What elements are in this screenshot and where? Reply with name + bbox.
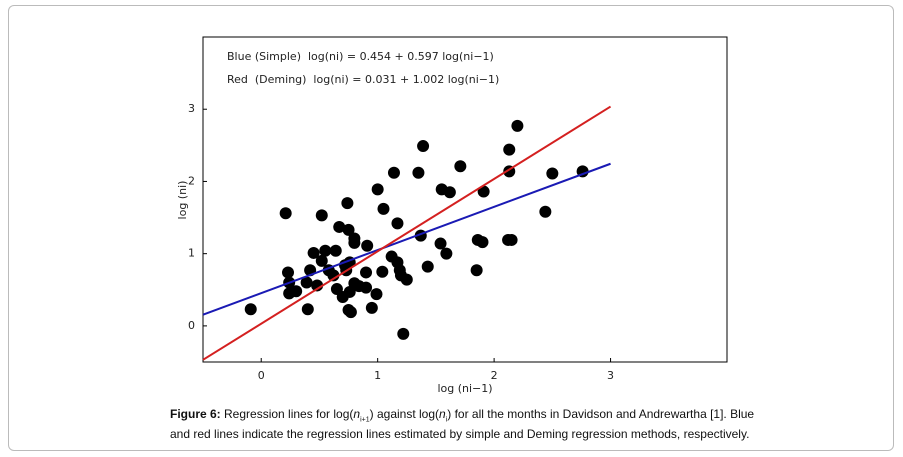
annotation: Red (Deming) log(ni) = 0.031 + 1.002 log… [227, 73, 499, 86]
point [290, 285, 303, 298]
point [279, 207, 292, 220]
point [477, 185, 490, 198]
point [342, 223, 355, 236]
point [400, 273, 413, 286]
x-tick-label: 3 [607, 369, 614, 382]
chart: Blue (Simple) log(ni) = 0.454 + 0.597 lo… [176, 36, 728, 395]
point [329, 244, 342, 257]
point [341, 197, 354, 210]
point [443, 186, 456, 199]
point [397, 327, 410, 340]
y-tick-label: 0 [188, 319, 195, 332]
point [440, 247, 453, 260]
point [360, 281, 373, 294]
point [412, 166, 425, 179]
y-tick-label: 2 [188, 174, 195, 187]
caption-sub: i [445, 416, 448, 424]
regression-line [202, 162, 611, 316]
caption-var: n [353, 407, 361, 421]
point [348, 236, 361, 249]
point [307, 246, 320, 259]
point [244, 303, 257, 316]
point [539, 205, 552, 218]
point [391, 217, 404, 230]
point [376, 265, 389, 278]
y-tick-label: 1 [188, 247, 195, 260]
caption-var: n [439, 407, 446, 421]
point [282, 266, 295, 279]
figure-frame [8, 5, 894, 451]
caption-sub: i+1 [360, 416, 370, 424]
point [333, 220, 346, 233]
point [370, 288, 383, 301]
caption-text: Regression lines for log( [220, 407, 354, 421]
x-tick-label: 1 [374, 369, 381, 382]
point [361, 239, 374, 252]
point [387, 166, 400, 179]
point [371, 183, 384, 196]
point [315, 209, 328, 222]
point [511, 119, 524, 132]
caption-text: ) for all the months in Davidson and And… [170, 407, 755, 442]
x-tick-label: 0 [258, 369, 265, 382]
point [454, 160, 467, 173]
point [476, 236, 489, 249]
caption-label: Figure 6: [170, 407, 221, 421]
point [311, 279, 324, 292]
point [421, 260, 434, 273]
x-tick-label: 2 [491, 369, 498, 382]
point [505, 233, 518, 246]
point [434, 237, 447, 250]
y-axis-label: log (ni) [176, 181, 189, 220]
point [319, 244, 332, 257]
point [327, 269, 340, 282]
point [377, 202, 390, 215]
point [315, 254, 328, 267]
caption-text: ) against log( [369, 407, 440, 421]
regression-line [202, 105, 612, 361]
point [344, 306, 357, 319]
point [365, 301, 378, 314]
x-axis-label: log (ni−1) [437, 382, 492, 395]
point [301, 303, 314, 316]
annotation: Blue (Simple) log(ni) = 0.454 + 0.597 lo… [227, 50, 494, 63]
point [360, 266, 373, 279]
point [470, 264, 483, 277]
point [546, 167, 559, 180]
caption: Figure 6: Regression lines for log(ni+1)… [170, 407, 760, 442]
y-tick-label: 3 [188, 102, 195, 115]
point [300, 276, 313, 289]
point [417, 140, 430, 153]
plot-frame [202, 36, 728, 363]
point [503, 143, 516, 156]
